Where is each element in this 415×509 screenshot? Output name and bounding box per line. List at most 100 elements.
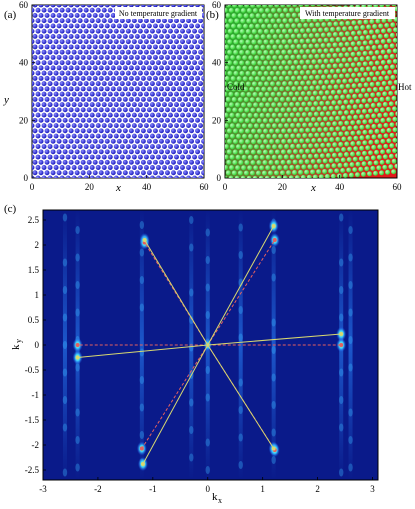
atom-point bbox=[68, 170, 74, 176]
atom-point bbox=[399, 27, 404, 32]
atom-point bbox=[225, 133, 229, 139]
atom-point bbox=[92, 86, 98, 92]
y-tick-label: 60 bbox=[19, 0, 29, 10]
atom-point bbox=[359, 0, 364, 4]
atom-point bbox=[246, 91, 252, 97]
atom-point bbox=[387, 80, 393, 86]
atom-point bbox=[260, 133, 265, 139]
dashed-peak-marker bbox=[139, 446, 144, 451]
atom-point bbox=[225, 34, 230, 39]
atom-point bbox=[89, 91, 95, 97]
atom-point bbox=[50, 117, 56, 123]
atom-point bbox=[341, 126, 347, 131]
atom-point bbox=[273, 97, 279, 102]
atom-point bbox=[32, 138, 38, 144]
atom-point bbox=[225, 44, 230, 50]
atom-point bbox=[186, 123, 191, 129]
atom-point bbox=[225, 165, 229, 170]
atom-point bbox=[92, 75, 98, 81]
atom-point bbox=[232, 5, 238, 8]
atom-point bbox=[348, 25, 354, 31]
atom-point bbox=[227, 39, 233, 45]
fft-speckle bbox=[139, 303, 145, 312]
atom-point bbox=[80, 170, 86, 176]
atom-point bbox=[104, 107, 110, 113]
atom-point bbox=[225, 123, 229, 129]
y-tick-label: 40 bbox=[19, 58, 29, 68]
atom-point bbox=[168, 133, 173, 139]
atom-point bbox=[32, 23, 38, 29]
atom-point bbox=[342, 78, 348, 84]
atom-point bbox=[326, 74, 332, 80]
atom-point bbox=[192, 154, 197, 160]
atom-point bbox=[137, 144, 143, 149]
atom-point bbox=[274, 5, 280, 8]
atom-point bbox=[47, 81, 53, 87]
atom-point bbox=[259, 165, 265, 171]
atom-point bbox=[161, 123, 167, 129]
atom-point bbox=[251, 39, 257, 45]
atom-point bbox=[198, 81, 204, 87]
atom-point bbox=[247, 0, 252, 2]
panel-a-label-box bbox=[115, 7, 202, 19]
atom-point bbox=[267, 23, 273, 29]
atom-point bbox=[401, 111, 406, 116]
atom-point bbox=[80, 96, 86, 102]
atom-point bbox=[258, 18, 264, 24]
fft-speckle bbox=[339, 423, 344, 432]
atom-point bbox=[389, 132, 395, 138]
atom-point bbox=[353, 114, 359, 120]
atom-point bbox=[71, 49, 77, 55]
atom-point bbox=[24, 39, 29, 44]
atom-point bbox=[183, 54, 188, 60]
atom-point bbox=[186, 165, 191, 170]
atom-point bbox=[32, 5, 38, 8]
atom-point bbox=[180, 0, 185, 2]
atom-point bbox=[384, 85, 390, 91]
atom-point bbox=[24, 144, 29, 149]
atom-point bbox=[274, 170, 279, 176]
atom-point bbox=[77, 18, 83, 24]
atom-point bbox=[149, 70, 155, 76]
atom-point bbox=[225, 96, 231, 102]
atom-point bbox=[174, 70, 179, 76]
atom-point bbox=[287, 28, 293, 34]
atom-point bbox=[77, 154, 83, 160]
atom-point bbox=[204, 113, 209, 118]
atom-point bbox=[180, 165, 185, 170]
atom-point bbox=[101, 49, 107, 55]
fft-speckle bbox=[189, 243, 194, 252]
atom-point bbox=[119, 144, 125, 149]
atom-point bbox=[98, 44, 104, 50]
atom-point bbox=[302, 75, 308, 81]
atom-point bbox=[266, 65, 272, 71]
atom-point bbox=[201, 117, 204, 123]
atom-point bbox=[131, 60, 137, 66]
atom-point bbox=[230, 44, 236, 50]
atom-point bbox=[89, 175, 95, 178]
atom-point bbox=[108, 0, 113, 2]
atom-point bbox=[165, 107, 170, 113]
atom-point bbox=[140, 86, 146, 92]
atom-point bbox=[328, 168, 334, 174]
atom-point bbox=[56, 159, 62, 165]
atom-point bbox=[86, 33, 92, 39]
atom-point bbox=[71, 60, 77, 66]
atom-point bbox=[234, 7, 240, 13]
atom-point bbox=[101, 154, 107, 160]
atom-point bbox=[110, 138, 116, 144]
atom-point bbox=[116, 138, 122, 144]
atom-point bbox=[302, 143, 308, 149]
atom-point bbox=[56, 23, 62, 29]
atom-point bbox=[146, 159, 152, 165]
atom-point bbox=[348, 78, 354, 84]
atom-point bbox=[359, 35, 365, 41]
atom-point bbox=[80, 86, 86, 92]
atom-point bbox=[225, 55, 230, 60]
atom-point bbox=[325, 153, 331, 158]
atom-point bbox=[264, 175, 270, 178]
atom-point bbox=[134, 128, 140, 134]
atom-point bbox=[264, 91, 270, 97]
atom-point bbox=[356, 61, 362, 67]
atom-point bbox=[113, 18, 119, 24]
